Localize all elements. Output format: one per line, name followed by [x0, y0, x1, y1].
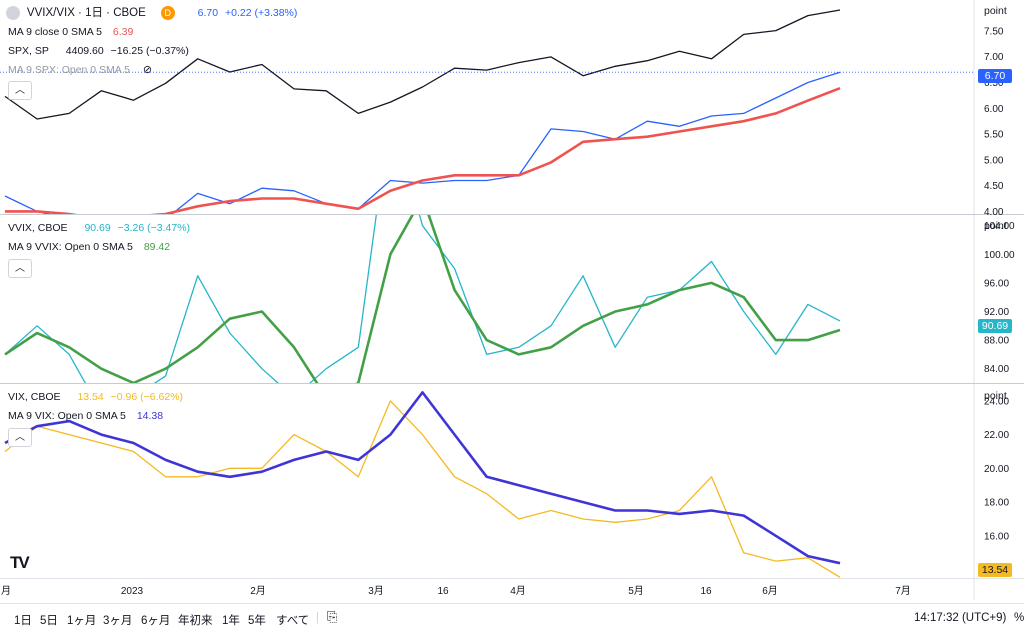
vix-line	[4, 400, 841, 578]
price-tick-label: 7.00	[984, 52, 1004, 63]
time-tick-label: 4月	[510, 585, 526, 597]
percent-toggle[interactable]: %	[1014, 612, 1024, 624]
price-tick-label: 4.50	[984, 181, 1004, 192]
price-tick-label: 18.00	[984, 498, 1009, 509]
price-tick-label: 92.00	[984, 307, 1009, 318]
price-tick-label: 4.00	[984, 207, 1004, 218]
vix-ma-line	[4, 391, 841, 565]
price-tick-label: 24.00	[984, 396, 1009, 407]
pane2-axis-unit: point	[984, 220, 1007, 232]
timeframe-1y[interactable]: 1年	[222, 615, 240, 627]
vvix-value: 90.69	[84, 222, 111, 235]
date-range-icon[interactable]: ⎘	[327, 609, 338, 624]
vix-legend: VIX, CBOE 13.54 −0.96 (−6.62%)	[8, 390, 183, 404]
vix-price-tag: 13.54	[978, 563, 1012, 577]
last-price: 6.70	[197, 7, 219, 20]
main-legend: VVIX/VIX · 1日 · CBOE D 6.70 +0.22 (+3.38…	[0, 6, 298, 21]
timeframe-all[interactable]: すべて	[276, 615, 310, 627]
time-tick-label: 6月	[762, 585, 778, 597]
price-tick-label: 22.00	[984, 430, 1009, 441]
price-tick-label: 84.00	[984, 364, 1009, 375]
spx-line	[4, 9, 841, 120]
price-change: +0.22 (+3.38%)	[225, 7, 298, 20]
spx-legend: SPX, SP 4409.60 −16.25 (−0.37%)	[8, 44, 189, 58]
price-tick-label: 96.00	[984, 278, 1009, 289]
price-tick-label: 100.00	[984, 250, 1015, 261]
price-tick-label: 5.50	[984, 130, 1004, 141]
vvix-line	[4, 215, 841, 383]
interval-badge-icon: D	[160, 6, 175, 21]
vvix-price-tag: 90.69	[978, 319, 1012, 333]
price-tick-label: 88.00	[984, 336, 1009, 347]
spx-label[interactable]: SPX, SP	[8, 45, 49, 58]
timeframe-5y[interactable]: 5年	[248, 615, 266, 627]
timeframe-1m[interactable]: 1ヶ月	[67, 615, 97, 627]
pane3-axis-unit: point	[984, 390, 1007, 402]
price-tick-label: 5.00	[984, 155, 1004, 166]
vix-change: −0.96 (−6.62%)	[110, 391, 184, 404]
ratio-line	[4, 71, 841, 214]
spx-value: 4409.60	[65, 45, 104, 58]
vix-ma-label[interactable]: MA 9 VIX: Open 0 SMA 5	[8, 410, 126, 423]
vix-label[interactable]: VIX, CBOE	[8, 391, 61, 404]
vvix-legend: VVIX, CBOE 90.69 −3.26 (−3.47%)	[8, 221, 190, 235]
vix-ma-legend: MA 9 VIX: Open 0 SMA 5 14.38	[8, 409, 163, 423]
time-tick-label: 月	[1, 585, 11, 597]
spx-ma-label[interactable]: MA 9 SPX: Open 0 SMA 5	[8, 64, 130, 77]
symbol-logo-icon	[6, 6, 20, 21]
price-tick-label: 20.00	[984, 464, 1009, 475]
timeframe-3m[interactable]: 3ヶ月	[103, 615, 133, 627]
vvix-ma-label[interactable]: MA 9 VVIX: Open 0 SMA 5	[8, 241, 133, 254]
vix-ma-value: 14.38	[136, 410, 164, 423]
ratio-price-tag: 6.70	[978, 69, 1012, 83]
bottom-toolbar: 1日 5日 1ヶ月 3ヶ月 6ヶ月 年初来 1年 5年 すべて | ⎘ 14:1…	[0, 603, 1024, 634]
price-tick-label: 7.50	[984, 26, 1004, 37]
ma-legend: MA 9 close 0 SMA 5 6.39	[8, 25, 133, 39]
ma-label[interactable]: MA 9 close 0 SMA 5	[8, 26, 102, 39]
time-tick-label: 16	[437, 586, 449, 597]
timeframe-1d[interactable]: 1日	[14, 615, 32, 627]
timeframe-6m[interactable]: 6ヶ月	[141, 615, 171, 627]
time-tick-label: 3月	[368, 585, 384, 597]
clock[interactable]: 14:17:32 (UTC+9)	[914, 612, 1007, 624]
collapse-legend-button[interactable]: ︿	[8, 81, 32, 100]
price-tick-label: 104.00	[984, 221, 1015, 232]
hidden-eye-icon[interactable]: ⊘	[142, 64, 153, 77]
time-tick-label: 2月	[250, 585, 266, 597]
vvix-change: −3.26 (−3.47%)	[117, 222, 191, 235]
spx-ma-legend: MA 9 SPX: Open 0 SMA 5 ⊘	[8, 63, 152, 77]
pane1-axis-unit: point	[984, 5, 1007, 17]
vvix-ma-value: 89.42	[143, 241, 171, 254]
collapse-vvix-button[interactable]: ︿	[8, 259, 32, 278]
vvix-label[interactable]: VVIX, CBOE	[8, 222, 68, 235]
vvix-ma-line	[4, 215, 841, 383]
time-tick-label: 16	[700, 586, 712, 597]
vvix-ma-legend: MA 9 VVIX: Open 0 SMA 5 89.42	[8, 240, 170, 254]
time-tick-label: 2023	[121, 586, 144, 597]
ma-value: 6.39	[112, 26, 134, 39]
ratio-ma-line	[5, 86, 841, 214]
spx-change: −16.25 (−0.37%)	[110, 45, 189, 58]
vix-value: 13.54	[77, 391, 104, 404]
collapse-vix-button[interactable]: ︿	[8, 428, 32, 447]
tradingview-logo-icon[interactable]: TV	[10, 553, 30, 572]
timeframe-5d[interactable]: 5日	[40, 615, 58, 627]
timeframe-ytd[interactable]: 年初来	[178, 615, 213, 627]
price-tick-label: 6.00	[984, 104, 1004, 115]
price-tick-label: 16.00	[984, 531, 1009, 542]
time-tick-label: 5月	[628, 585, 644, 597]
price-tick-label: 6.50	[984, 78, 1004, 89]
time-tick-label: 7月	[895, 585, 911, 597]
symbol-title[interactable]: VVIX/VIX · 1日 · CBOE	[26, 7, 146, 20]
toolbar-divider: |	[316, 612, 319, 624]
